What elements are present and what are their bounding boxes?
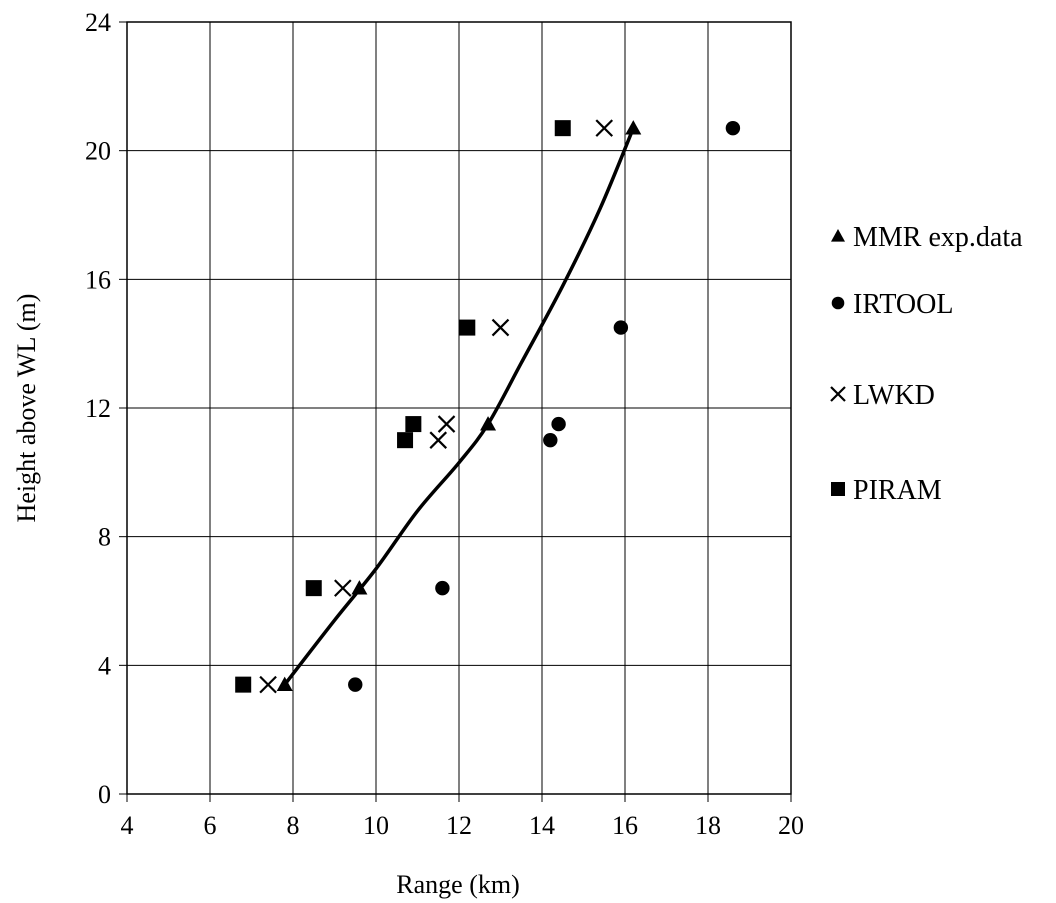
data-point-irtool (614, 320, 628, 334)
data-point-irtool (348, 677, 362, 691)
x-axis-title: Range (km) (396, 870, 519, 899)
x-tick-label: 4 (121, 811, 134, 840)
x-tick-label: 10 (363, 811, 389, 840)
legend-label-piram: PIRAM (853, 475, 942, 506)
y-tick-label: 0 (98, 780, 111, 809)
legend-marker-mmr-exp-data (831, 229, 845, 242)
x-tick-label: 8 (287, 811, 300, 840)
data-point-lwkd (430, 432, 446, 448)
x-tick-label: 6 (204, 811, 217, 840)
data-point-piram (306, 580, 322, 596)
y-tick-label: 4 (98, 651, 111, 680)
legend-label-irtool: IRTOOL (853, 289, 953, 320)
data-point-irtool (551, 417, 565, 431)
legend-label-lwkd: LWKD (853, 380, 935, 411)
x-tick-label: 18 (695, 811, 721, 840)
data-point-mmr-exp-data (480, 416, 496, 430)
y-tick-label: 16 (85, 265, 111, 294)
data-point-piram (397, 432, 413, 448)
legend-marker-piram (831, 482, 845, 496)
data-point-lwkd (335, 580, 351, 596)
data-point-piram (555, 120, 571, 136)
legend-marker-lwkd (831, 387, 845, 401)
data-point-lwkd (596, 120, 612, 136)
data-points-layer (235, 120, 740, 692)
data-point-irtool (435, 581, 449, 595)
data-point-lwkd (439, 416, 455, 432)
y-tick-label: 24 (85, 8, 111, 37)
data-point-lwkd (260, 677, 276, 693)
data-point-piram (459, 320, 475, 336)
data-point-piram (235, 677, 251, 693)
y-tick-label: 8 (98, 523, 111, 552)
legend-label-mmr-exp-data: MMR exp.data (853, 222, 1023, 253)
data-point-lwkd (493, 320, 509, 336)
y-tick-label: 20 (85, 137, 111, 166)
x-tick-label: 20 (778, 811, 804, 840)
data-point-irtool (726, 121, 740, 135)
x-tick-label: 16 (612, 811, 638, 840)
data-point-mmr-exp-data (625, 120, 641, 134)
x-tick-label: 12 (446, 811, 472, 840)
data-point-irtool (543, 433, 557, 447)
data-point-piram (405, 416, 421, 432)
legend: MMR exp.data IRTOOL LWKD PIRAM (831, 222, 1023, 506)
x-tick-label: 14 (529, 811, 555, 840)
legend-marker-irtool (832, 297, 845, 310)
y-axis-title: Height above WL (m) (12, 294, 41, 523)
grid-layer (119, 22, 791, 802)
y-tick-label: 12 (85, 394, 111, 423)
